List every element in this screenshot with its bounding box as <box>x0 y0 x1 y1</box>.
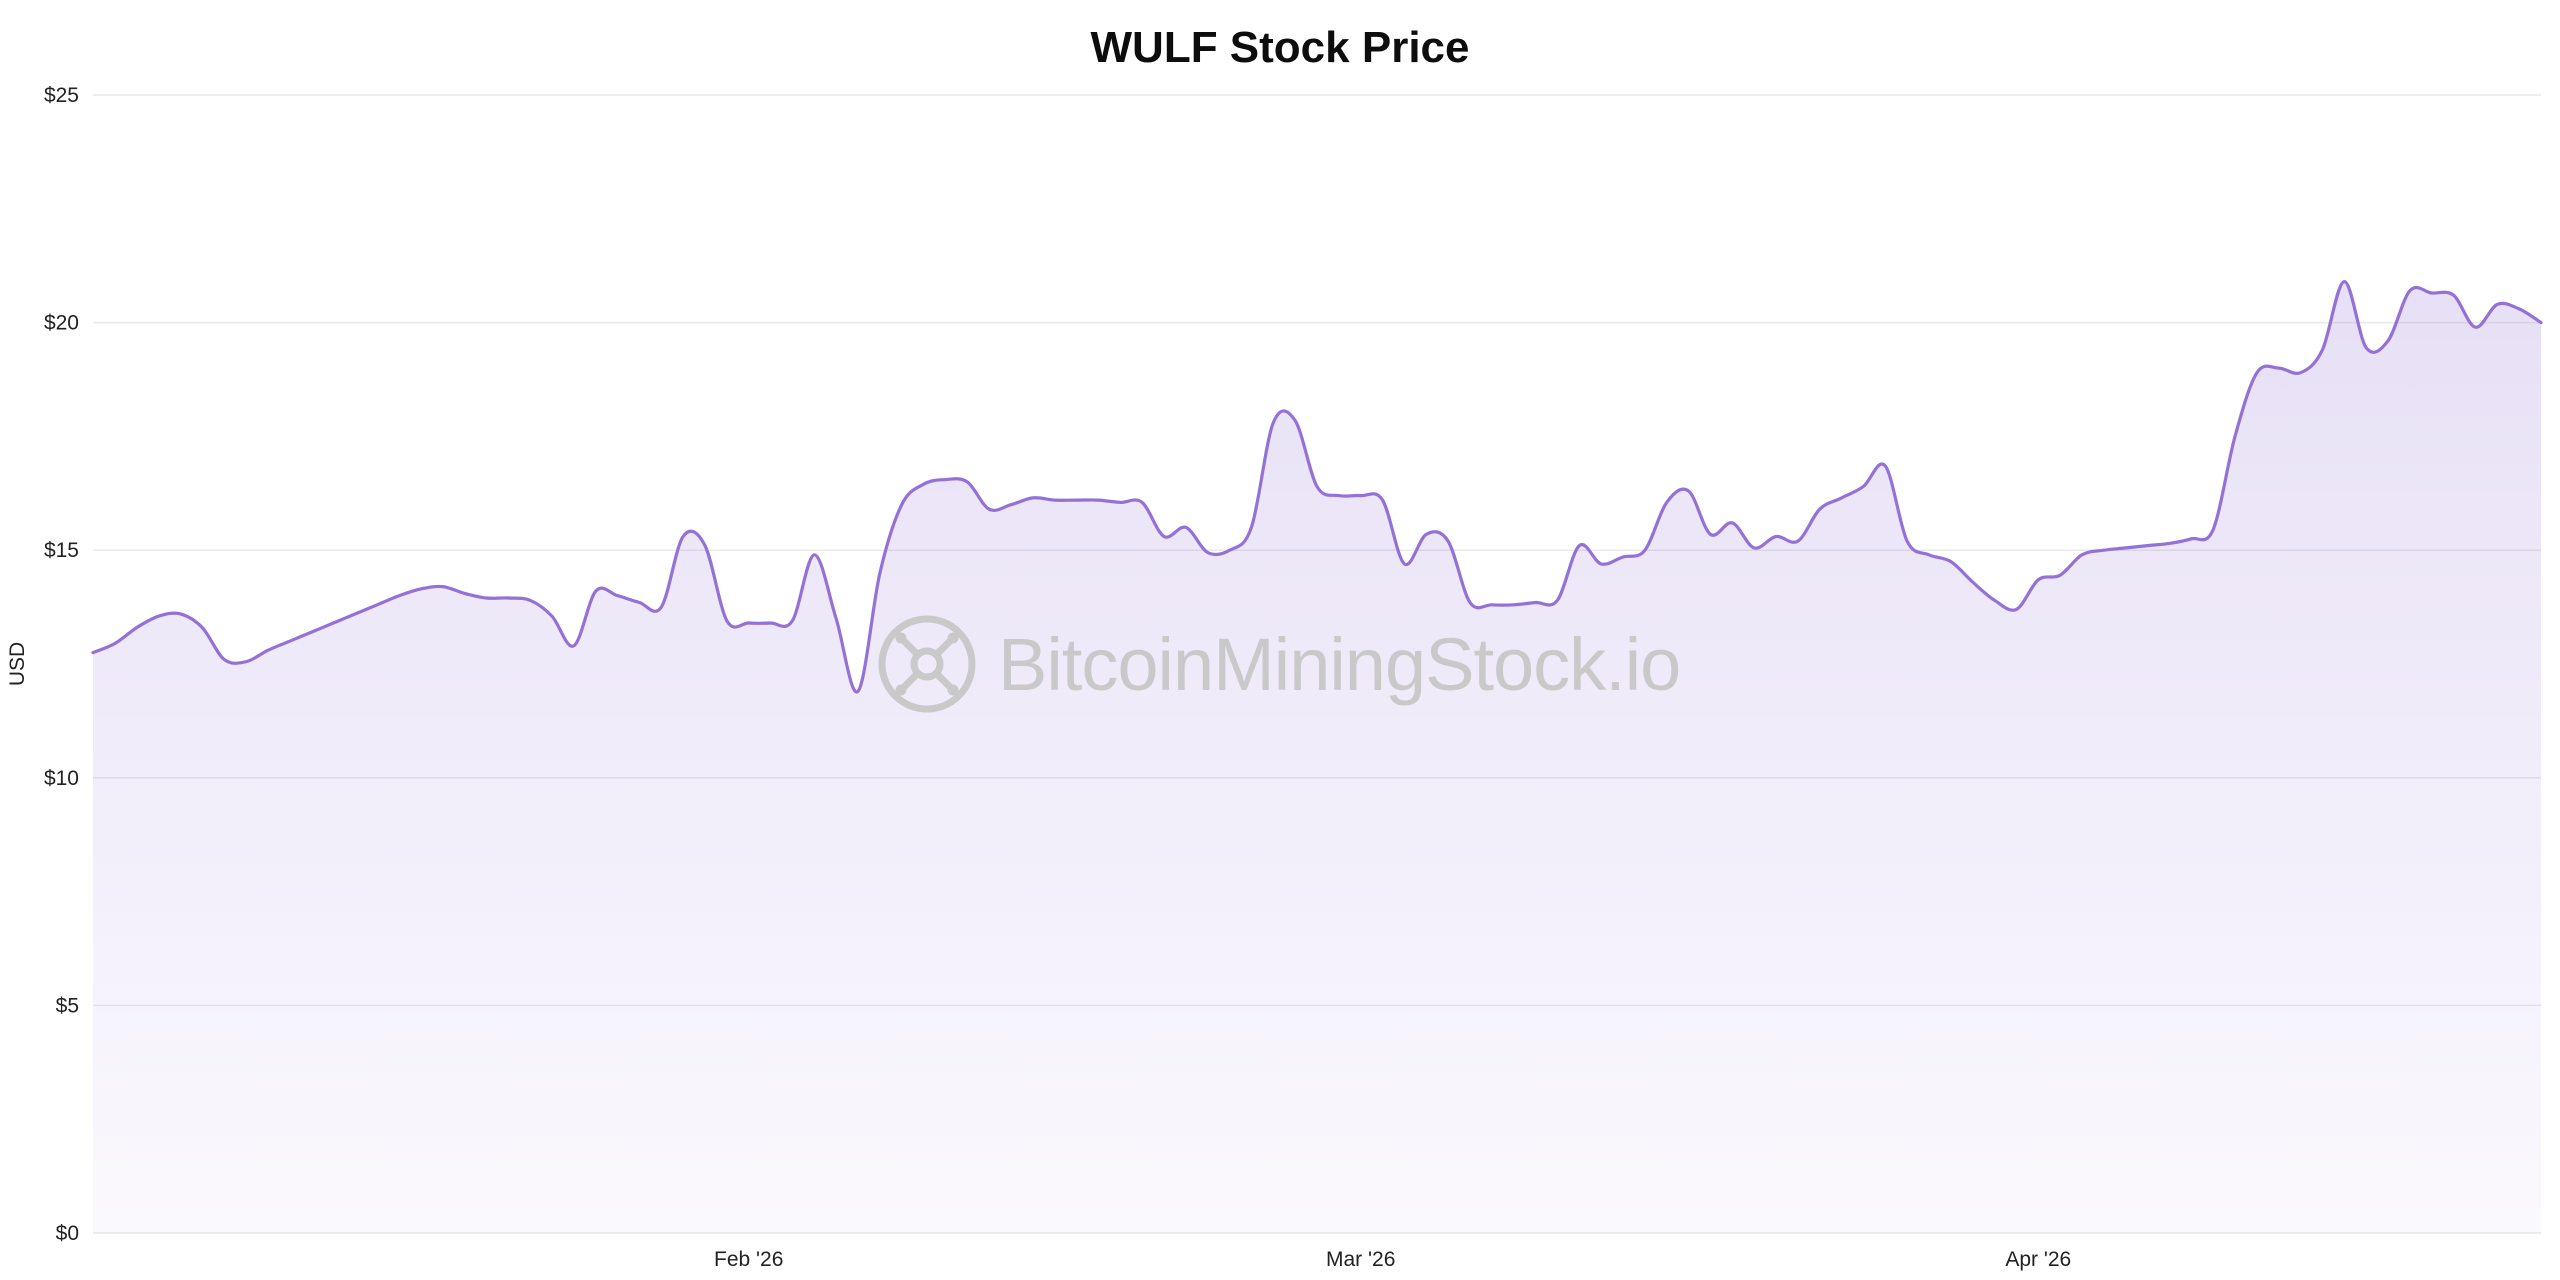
watermark-text: BitcoinMiningStock.io <box>998 623 1680 706</box>
y-axis-ticks: $0 $5 $10 $15 $20 $25 <box>44 84 79 1245</box>
x-tick-label: Apr '26 <box>2005 1248 2071 1271</box>
price-area-fill <box>93 281 2541 1233</box>
y-axis-label: USD <box>6 642 29 686</box>
y-tick-label: $15 <box>44 539 79 562</box>
y-tick-label: $10 <box>44 767 79 790</box>
mining-fan-icon <box>878 615 976 713</box>
price-line <box>91 279 2543 694</box>
chart-title: WULF Stock Price <box>1091 23 1470 72</box>
watermark: BitcoinMiningStock.io <box>878 615 1681 713</box>
y-tick-label: $5 <box>56 994 79 1017</box>
y-tick-label: $20 <box>44 312 79 335</box>
x-tick-label: Mar '26 <box>1326 1248 1395 1271</box>
y-tick-label: $25 <box>44 84 79 107</box>
y-tick-label: $0 <box>56 1222 79 1245</box>
x-tick-label: Feb '26 <box>714 1248 783 1271</box>
x-axis-ticks: Feb '26 Mar '26 Apr '26 <box>714 1248 2071 1271</box>
